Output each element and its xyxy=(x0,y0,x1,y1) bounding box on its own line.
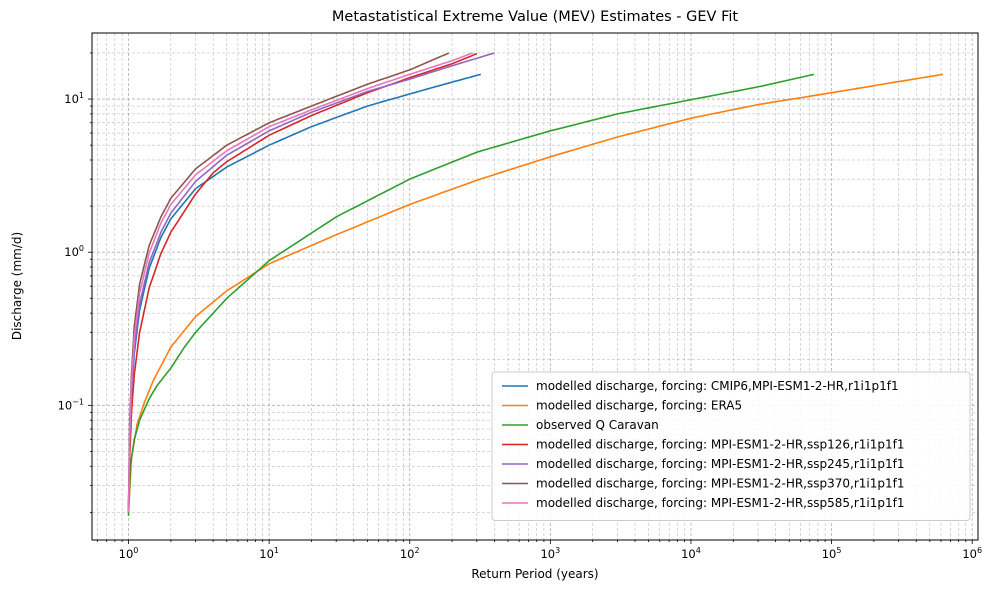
legend-box xyxy=(491,371,971,521)
legend-label: modelled discharge, forcing: MPI-ESM1-2-… xyxy=(536,438,904,452)
legend-label: modelled discharge, forcing: MPI-ESM1-2-… xyxy=(536,496,904,510)
x-tick-label: 106 xyxy=(962,546,982,561)
series-layer xyxy=(127,52,944,516)
tick-layer: 100 101 102 103 104 105 106 10−1 100 101 xyxy=(58,52,982,561)
legend-label: modelled discharge, forcing: MPI-ESM1-2-… xyxy=(536,457,904,471)
series-line-3 xyxy=(127,73,815,516)
x-axis-label: Return Period (years) xyxy=(471,567,598,581)
series-line-7 xyxy=(127,52,473,513)
legend-label: modelled discharge, forcing: CMIP6,MPI-E… xyxy=(536,379,899,393)
x-tick-label: 104 xyxy=(681,546,701,561)
y-axis-label: Discharge (mm/d) xyxy=(10,232,24,340)
legend-label: modelled discharge, forcing: MPI-ESM1-2-… xyxy=(536,477,904,491)
x-tick-label: 101 xyxy=(259,546,279,561)
x-tick-label: 105 xyxy=(822,546,842,561)
y-tick-label: 101 xyxy=(64,91,84,106)
series-line-2 xyxy=(127,73,944,513)
legend-label: modelled discharge, forcing: ERA5 xyxy=(536,399,742,413)
y-tick-label: 100 xyxy=(64,244,84,259)
legend-label: observed Q Caravan xyxy=(536,418,659,432)
chart-title: Metastatistical Extreme Value (MEV) Esti… xyxy=(332,9,738,25)
y-tick-label: 10−1 xyxy=(58,397,84,412)
x-tick-label: 102 xyxy=(400,546,420,561)
x-tick-label: 100 xyxy=(119,546,139,561)
legend: modelled discharge, forcing: CMIP6,MPI-E… xyxy=(491,371,971,521)
x-tick-label: 103 xyxy=(540,546,560,561)
